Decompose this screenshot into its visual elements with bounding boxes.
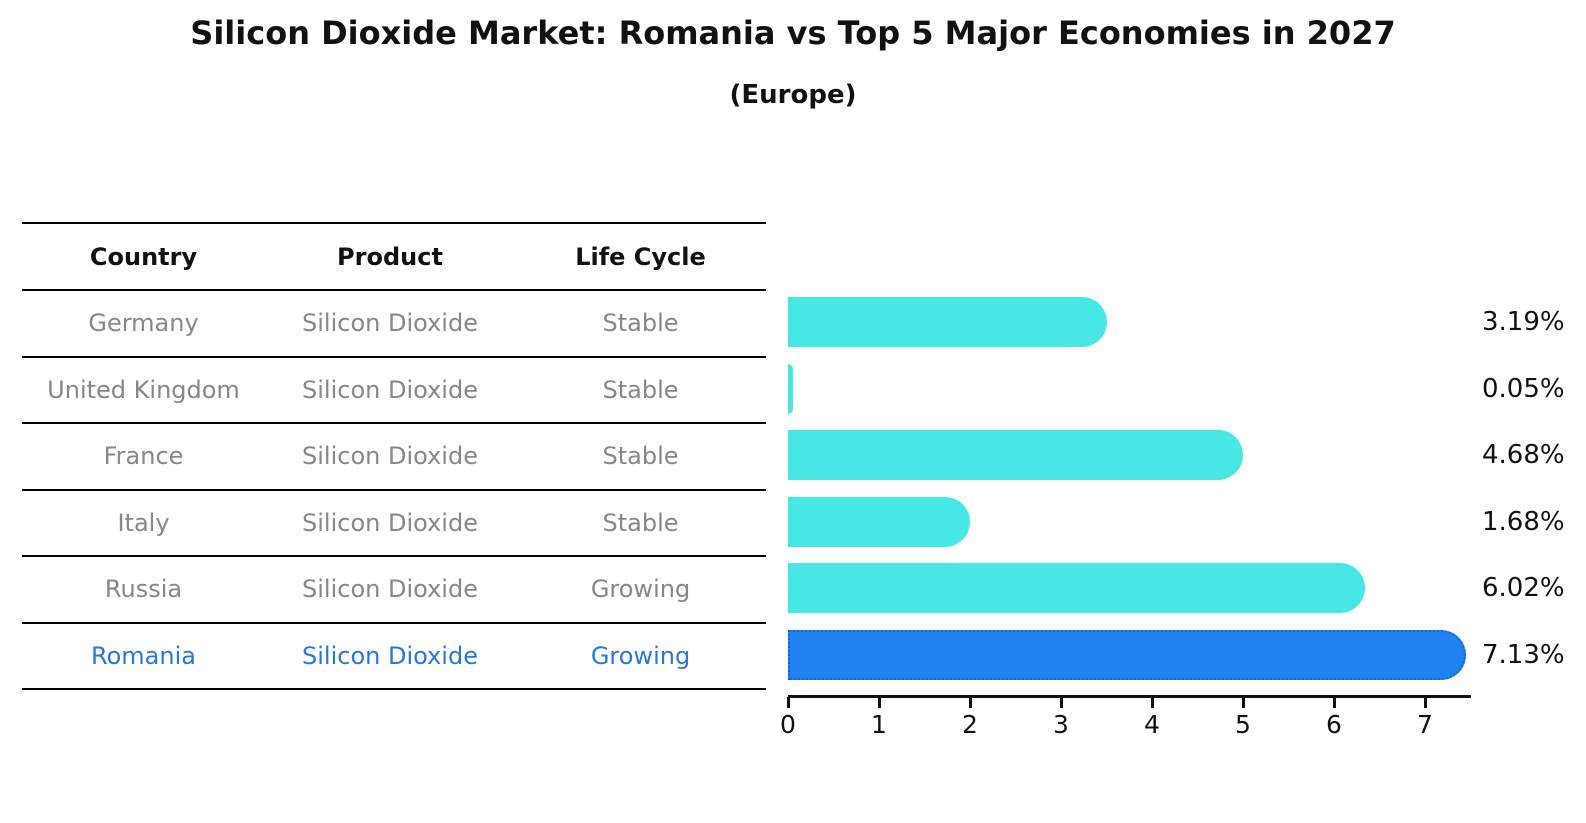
cell-country: United Kingdom (47, 375, 240, 404)
bar-italy (788, 497, 970, 547)
value-label: 4.68% (1482, 440, 1565, 470)
tick-label: 4 (1144, 710, 1160, 739)
value-label: 1.68% (1482, 507, 1565, 537)
cell-country: France (103, 442, 184, 471)
header-cell-country: Country (89, 242, 198, 271)
comparison-table: Country Product Life Cycle Germany Silic… (22, 222, 766, 690)
tick-mark (968, 697, 972, 708)
table-row: Italy Silicon Dioxide Stable (22, 491, 766, 557)
table-row: France Silicon Dioxide Stable (22, 424, 766, 491)
cell-product: Silicon Dioxide (302, 309, 478, 338)
table-header-row: Country Product Life Cycle (22, 224, 766, 291)
tick-label: 1 (871, 710, 887, 739)
x-axis-line (788, 695, 1471, 698)
header-cell-life-cycle: Life Cycle (575, 242, 706, 271)
chart-subtitle: (Europe) (729, 80, 857, 110)
table-row-highlight-romania: Romania Silicon Dioxide Growing (22, 624, 766, 690)
bar-romania-highlight (788, 630, 1466, 680)
tick-label: 3 (1053, 710, 1069, 739)
table-row: United Kingdom Silicon Dioxide Stable (22, 358, 766, 424)
value-label: 7.13% (1482, 640, 1565, 670)
cell-product: Silicon Dioxide (302, 442, 478, 471)
cell-life-cycle: Stable (602, 375, 679, 404)
cell-country: Romania (91, 641, 196, 670)
value-label: 6.02% (1482, 573, 1565, 603)
tick-mark (786, 697, 790, 708)
cell-country: Germany (88, 309, 199, 338)
tick-mark (1332, 697, 1336, 708)
tick-label: 7 (1417, 710, 1433, 739)
table-row: Germany Silicon Dioxide Stable (22, 291, 766, 358)
cell-product: Silicon Dioxide (302, 641, 478, 670)
cell-product: Silicon Dioxide (302, 375, 478, 404)
table-row: Russia Silicon Dioxide Growing (22, 557, 766, 624)
bar-united-kingdom (788, 364, 793, 414)
cell-life-cycle: Stable (602, 442, 679, 471)
tick-label: 6 (1326, 710, 1342, 739)
tick-label: 5 (1235, 710, 1251, 739)
value-label: 3.19% (1482, 307, 1565, 337)
header-cell-product: Product (337, 242, 443, 271)
cell-country: Italy (117, 508, 170, 537)
cell-product: Silicon Dioxide (302, 508, 478, 537)
tick-label: 2 (962, 710, 978, 739)
tick-mark (1423, 697, 1427, 708)
cell-country: Russia (104, 575, 183, 604)
value-label: 0.05% (1482, 374, 1565, 404)
tick-mark (1150, 697, 1154, 708)
chart-title: Silicon Dioxide Market: Romania vs Top 5… (190, 14, 1396, 52)
cell-product: Silicon Dioxide (302, 575, 478, 604)
tick-mark (877, 697, 881, 708)
cell-life-cycle: Stable (602, 508, 679, 537)
bar-france (788, 430, 1243, 480)
tick-label: 0 (780, 710, 796, 739)
tick-mark (1241, 697, 1245, 708)
cell-life-cycle: Growing (590, 575, 691, 604)
cell-life-cycle: Stable (602, 309, 679, 338)
bar-germany (788, 297, 1108, 347)
tick-mark (1059, 697, 1063, 708)
bar-russia (788, 563, 1365, 613)
cell-life-cycle: Growing (590, 641, 691, 670)
